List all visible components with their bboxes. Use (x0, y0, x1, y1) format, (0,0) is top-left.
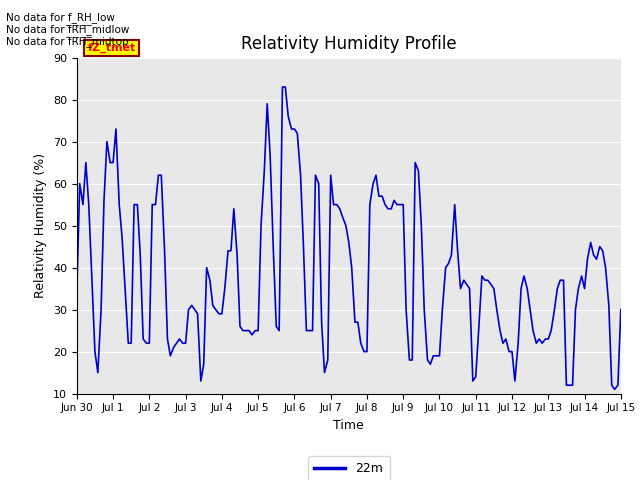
Title: Relativity Humidity Profile: Relativity Humidity Profile (241, 35, 456, 53)
Y-axis label: Relativity Humidity (%): Relativity Humidity (%) (35, 153, 47, 298)
Text: fZ_tmet: fZ_tmet (88, 43, 136, 53)
Text: No data for f_RH_low: No data for f_RH_low (6, 12, 115, 23)
X-axis label: Time: Time (333, 419, 364, 432)
Legend: 22m: 22m (308, 456, 390, 480)
Text: No data for f̅R̅H̅_̅midlow: No data for f̅R̅H̅_̅midlow (6, 24, 130, 35)
Text: No data for f̅R̅H̅_̅midtop: No data for f̅R̅H̅_̅midtop (6, 36, 129, 47)
